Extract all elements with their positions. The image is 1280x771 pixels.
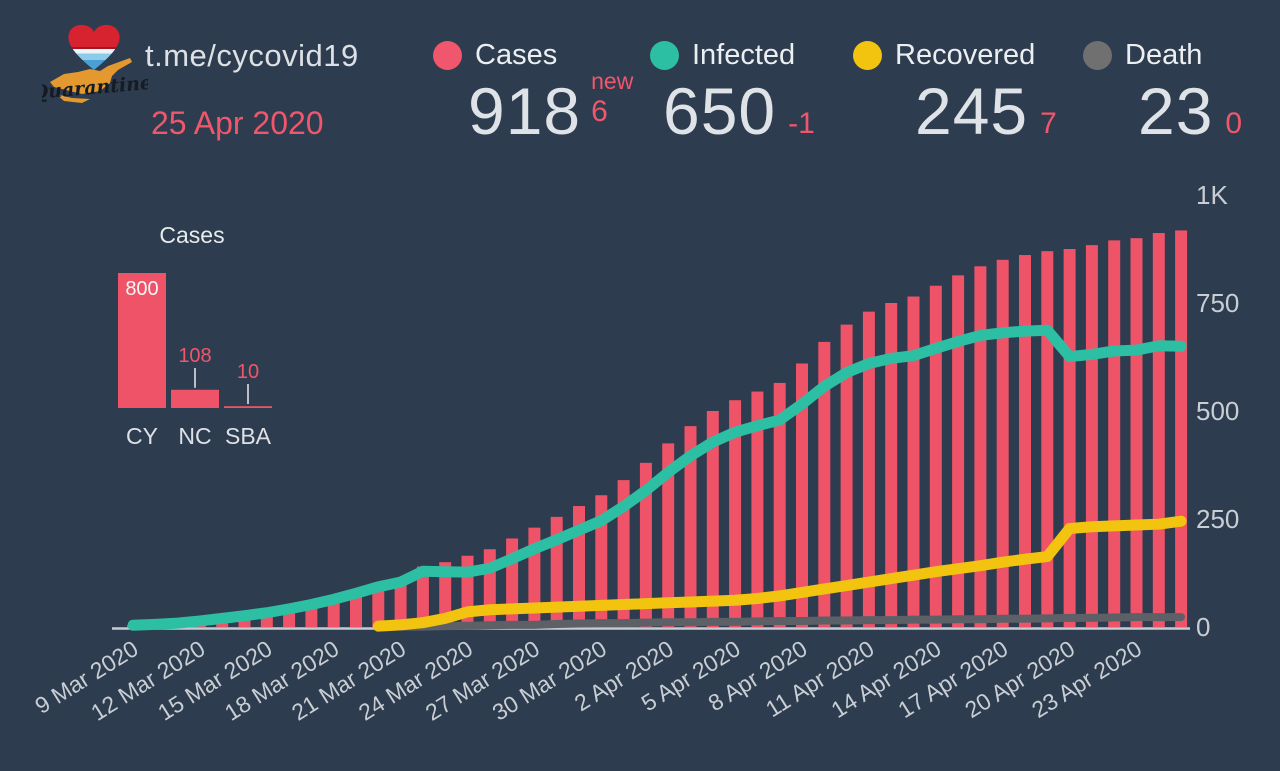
cases-bar — [1108, 240, 1121, 628]
recovered-line — [372, 515, 1187, 632]
cases-bar — [773, 382, 786, 627]
stat-label: Recovered — [895, 39, 1036, 71]
stat-label: Cases — [475, 39, 558, 71]
cases-bar — [439, 562, 452, 627]
cases-bar — [617, 480, 630, 627]
cases-bar — [885, 303, 898, 627]
cases-bar — [996, 259, 1009, 627]
cases-bar — [238, 615, 251, 627]
y-tick-label: 0 — [1196, 612, 1210, 642]
cyprus-island-icon — [50, 58, 132, 103]
cases-bar — [1085, 245, 1098, 627]
cases-bar — [684, 426, 697, 627]
y-tick-label: 750 — [1196, 288, 1239, 318]
cases-bar — [416, 566, 429, 627]
region-bar — [118, 273, 166, 408]
stat-value: 23 — [1138, 74, 1214, 148]
stat-recovered: Recovered 245 7 — [853, 39, 1057, 144]
stat-value: 245 — [915, 74, 1029, 148]
cases-bar — [818, 341, 831, 627]
infected-dot-icon — [650, 41, 679, 70]
cases-dot-icon — [433, 41, 462, 70]
region-bar — [171, 389, 219, 408]
stat-cases: Cases 918 new 6 — [433, 39, 633, 144]
cases-bar — [929, 285, 942, 627]
cases-bar — [907, 296, 920, 627]
cases-bar — [952, 275, 965, 627]
cases-bar — [394, 579, 407, 627]
death-line — [396, 613, 1186, 631]
y-tick-label: 250 — [1196, 504, 1239, 534]
region-value: 108 — [178, 345, 211, 367]
logo-script-text: Quarantine — [42, 72, 148, 104]
cases-bar — [506, 538, 519, 627]
y-tick-label: 500 — [1196, 396, 1239, 426]
cases-bar — [1063, 249, 1076, 627]
infected-line — [127, 324, 1187, 631]
cases-bar — [1130, 238, 1143, 627]
cases-bar — [350, 593, 362, 627]
heart-flag-icon — [68, 24, 120, 71]
death-dot-icon — [1083, 41, 1112, 70]
cases-bar — [372, 585, 385, 627]
cases-bar — [1019, 255, 1031, 627]
region-label: CY — [126, 423, 158, 449]
region-bar — [224, 406, 272, 408]
stat-label: Death — [1125, 39, 1203, 71]
stat-value: 650 — [663, 74, 777, 148]
stat-delta: 6 — [591, 95, 608, 128]
stat-delta: 0 — [1225, 107, 1243, 140]
cases-bar — [751, 391, 764, 627]
report-date: 25 Apr 2020 — [151, 105, 324, 141]
cases-bar — [595, 495, 608, 627]
region-value: 10 — [237, 361, 259, 383]
stat-label: Infected — [692, 39, 796, 71]
stat-infected: Infected 650 -1 — [650, 39, 815, 144]
cases-bar — [706, 411, 719, 627]
cases-bar — [1152, 233, 1165, 628]
cases-bar — [1041, 251, 1054, 627]
cases-bar — [1175, 230, 1188, 627]
region-label: NC — [178, 423, 211, 449]
quarantine-logo: Quarantine — [42, 24, 148, 104]
cases-bar — [862, 311, 875, 627]
region-label: SBA — [225, 423, 272, 449]
stat-delta-caption: new — [591, 68, 634, 94]
stat-delta: 7 — [1040, 107, 1057, 140]
recovered-dot-icon — [853, 41, 882, 70]
stat-death: Death 23 0 — [1083, 39, 1242, 144]
channel-title-link[interactable]: t.me/cycovid19 — [145, 38, 359, 73]
stat-delta: -1 — [788, 107, 815, 140]
cases-bar — [840, 324, 853, 627]
cases-bar — [662, 443, 675, 627]
cases-bar — [796, 363, 808, 627]
cases-bar — [729, 400, 742, 627]
cases-bar — [639, 462, 652, 627]
cases-bar — [327, 599, 340, 627]
region-value: 800 — [125, 278, 158, 300]
mini-chart-title: Cases — [159, 222, 224, 248]
cases-bar — [974, 266, 987, 627]
y-tick-label: 1K — [1196, 180, 1228, 210]
stat-value: 918 — [468, 74, 582, 148]
